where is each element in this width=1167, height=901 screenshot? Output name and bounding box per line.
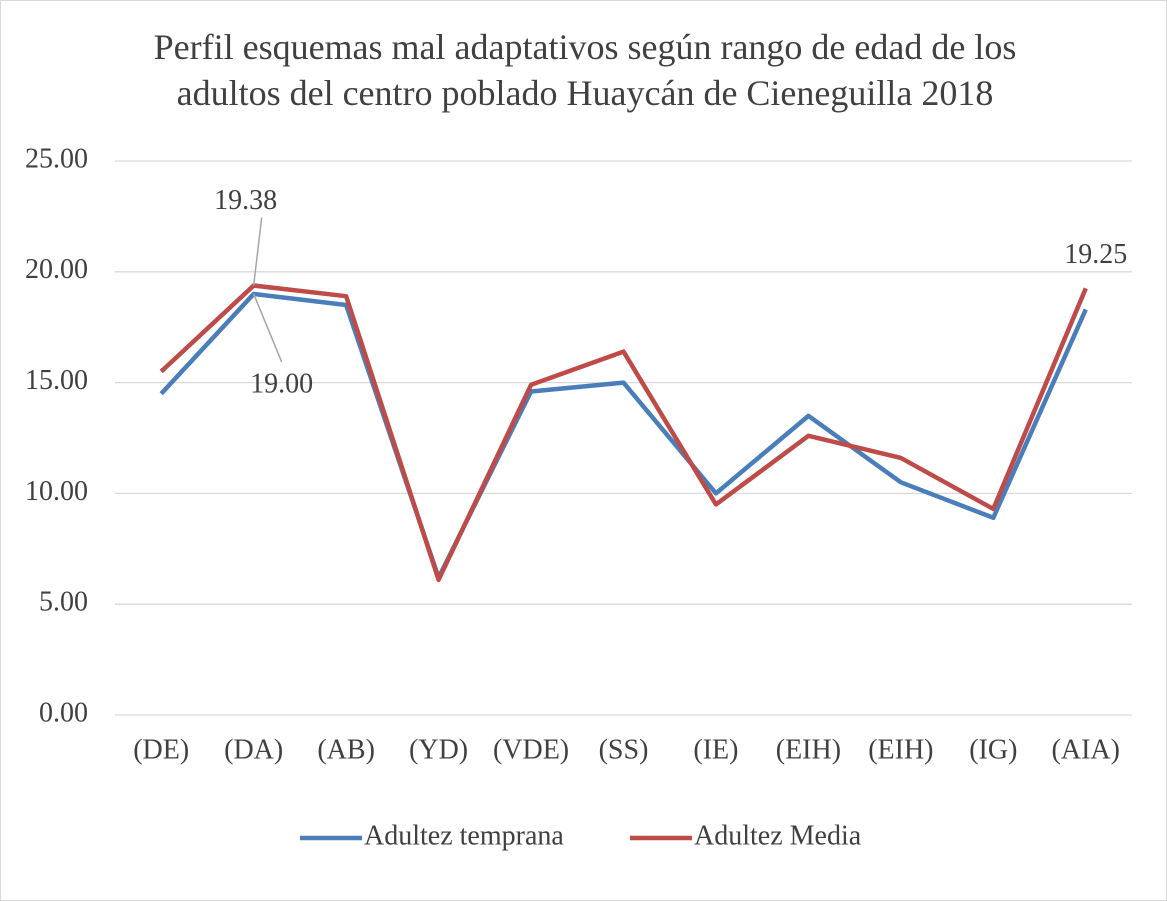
x-tick-label: (AIA) (1052, 734, 1120, 765)
x-tick-label: (YD) (409, 734, 468, 765)
y-tick-label: 10.00 (25, 476, 88, 507)
x-tick-label: (SS) (599, 734, 649, 765)
series-line (159, 283, 1088, 583)
chart-title: Perfil esquemas mal adaptativos según ra… (153, 27, 1017, 113)
y-tick-label: 5.00 (39, 587, 88, 618)
legend-label: Adultez temprana (364, 820, 564, 851)
x-tick-label: (IE) (693, 734, 738, 765)
y-tick-label: 20.00 (25, 254, 88, 285)
x-tick-label: (AB) (317, 734, 375, 765)
y-tick-label: 0.00 (39, 697, 88, 728)
x-tick-label: (DE) (133, 734, 189, 765)
legend-label: Adultez Media (694, 820, 862, 851)
x-tick-label: (VDE) (493, 734, 569, 765)
leader-line (252, 293, 283, 363)
data-label: 19.00 (250, 368, 313, 399)
data-label: 19.25 (1064, 239, 1127, 270)
y-tick-label: 25.00 (25, 143, 88, 174)
leader-line (252, 217, 263, 286)
series-line (159, 291, 1088, 580)
y-tick-label: 15.00 (25, 365, 88, 396)
x-tick-label: (EIH) (776, 734, 841, 765)
data-label: 19.38 (214, 185, 277, 216)
x-tick-label: (DA) (224, 734, 283, 765)
x-tick-label: (EIH) (868, 734, 933, 765)
x-tick-label: (IG) (969, 734, 1017, 765)
